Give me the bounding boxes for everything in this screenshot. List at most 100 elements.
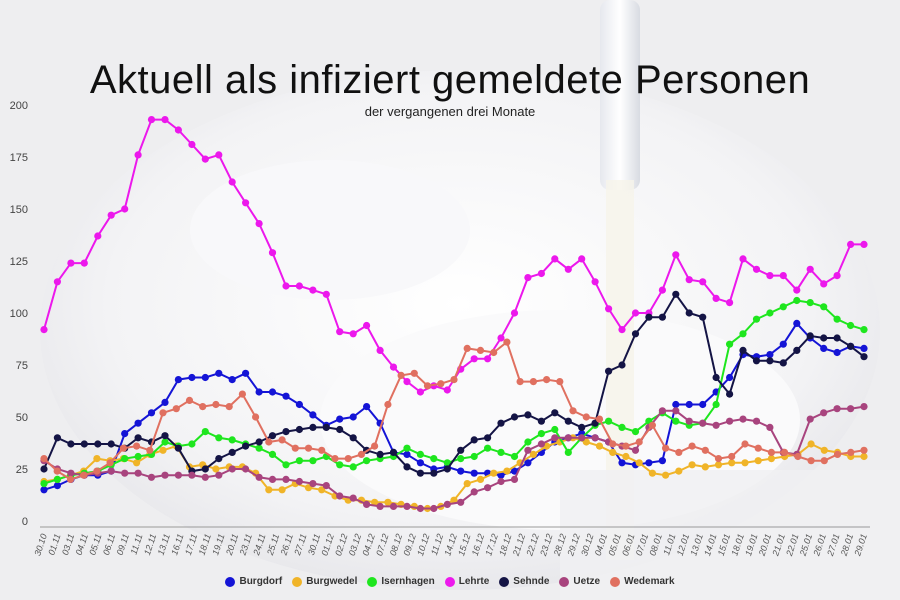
data-point bbox=[618, 459, 626, 467]
data-point bbox=[631, 446, 640, 454]
data-point bbox=[268, 388, 277, 396]
data-point bbox=[336, 425, 344, 434]
data-point bbox=[726, 340, 734, 348]
data-point bbox=[699, 278, 707, 286]
data-point bbox=[820, 446, 828, 454]
data-point bbox=[658, 457, 667, 465]
legend-label: Lehrte bbox=[458, 576, 490, 587]
data-point bbox=[470, 469, 478, 477]
data-point bbox=[860, 403, 868, 411]
data-point bbox=[188, 373, 196, 382]
data-point bbox=[121, 430, 129, 438]
data-point bbox=[215, 455, 223, 463]
data-point bbox=[648, 469, 657, 477]
data-point bbox=[714, 461, 723, 469]
data-point bbox=[675, 467, 683, 475]
y-tick-label: 0 bbox=[22, 516, 28, 528]
legend-label: Burgwedel bbox=[306, 576, 358, 587]
data-point bbox=[199, 403, 207, 411]
data-point bbox=[133, 459, 141, 467]
data-point bbox=[820, 334, 828, 342]
data-point bbox=[94, 232, 102, 240]
data-point bbox=[662, 471, 670, 479]
data-point bbox=[605, 417, 613, 425]
data-point bbox=[416, 388, 424, 396]
data-point bbox=[793, 319, 801, 327]
data-point bbox=[278, 436, 286, 444]
data-point bbox=[430, 469, 438, 477]
y-tick-label: 100 bbox=[10, 308, 28, 320]
x-axis: 30.1001.1103.1104.1105.1106.1109.1111.11… bbox=[32, 533, 868, 558]
data-point bbox=[820, 409, 828, 417]
data-point bbox=[215, 434, 223, 442]
data-point bbox=[622, 442, 630, 450]
data-point bbox=[172, 405, 180, 413]
data-point bbox=[860, 446, 868, 454]
data-point bbox=[645, 459, 653, 467]
data-point bbox=[443, 465, 451, 473]
data-point bbox=[403, 378, 411, 386]
data-point bbox=[556, 378, 564, 386]
data-point bbox=[779, 272, 787, 280]
data-point bbox=[781, 448, 789, 456]
data-point bbox=[215, 151, 223, 159]
data-point bbox=[201, 473, 209, 481]
data-point bbox=[121, 469, 129, 477]
y-tick-label: 200 bbox=[10, 100, 28, 112]
data-point bbox=[159, 446, 167, 454]
data-point bbox=[701, 446, 709, 454]
legend-swatch-icon bbox=[559, 576, 570, 587]
data-point bbox=[443, 386, 451, 394]
data-point bbox=[820, 280, 828, 288]
data-point bbox=[672, 290, 680, 298]
data-point bbox=[430, 504, 438, 513]
data-point bbox=[147, 409, 156, 417]
legend-item: Uetze bbox=[559, 576, 600, 587]
data-point bbox=[107, 467, 115, 475]
data-point bbox=[53, 278, 62, 286]
data-point bbox=[363, 321, 371, 330]
data-point bbox=[490, 348, 498, 357]
legend-item: Burgdorf bbox=[225, 576, 282, 587]
data-point bbox=[389, 502, 398, 510]
data-point bbox=[255, 220, 263, 228]
chart-title: Aktuell als infiziert gemeldete Personen bbox=[89, 58, 811, 102]
data-point bbox=[470, 488, 478, 496]
data-point bbox=[779, 340, 787, 348]
data-point bbox=[410, 369, 418, 377]
data-point bbox=[309, 423, 317, 431]
data-point bbox=[807, 457, 815, 465]
data-point bbox=[336, 415, 344, 423]
data-point bbox=[524, 446, 532, 454]
data-point bbox=[309, 286, 317, 294]
data-point bbox=[551, 255, 559, 263]
data-point bbox=[779, 303, 787, 311]
data-point bbox=[766, 357, 774, 365]
data-point bbox=[618, 361, 626, 369]
data-point bbox=[121, 455, 129, 463]
data-point bbox=[609, 448, 617, 456]
legend-swatch-icon bbox=[610, 576, 621, 587]
data-point bbox=[161, 398, 169, 406]
data-point bbox=[631, 330, 640, 338]
data-point bbox=[437, 380, 445, 388]
data-point bbox=[524, 411, 532, 419]
data-point bbox=[754, 457, 762, 465]
data-point bbox=[268, 475, 277, 483]
data-point bbox=[860, 240, 868, 248]
data-point bbox=[322, 290, 330, 298]
data-point bbox=[470, 452, 478, 461]
data-point bbox=[357, 450, 365, 458]
data-point bbox=[255, 438, 263, 446]
data-point bbox=[622, 452, 630, 461]
data-point bbox=[67, 469, 75, 477]
data-point bbox=[376, 346, 384, 354]
data-point bbox=[658, 407, 667, 415]
data-point bbox=[423, 382, 432, 390]
data-point bbox=[53, 482, 62, 490]
data-point bbox=[376, 450, 384, 458]
y-tick-label: 175 bbox=[10, 152, 28, 164]
series-wedemark bbox=[40, 338, 868, 483]
data-point bbox=[384, 400, 392, 409]
